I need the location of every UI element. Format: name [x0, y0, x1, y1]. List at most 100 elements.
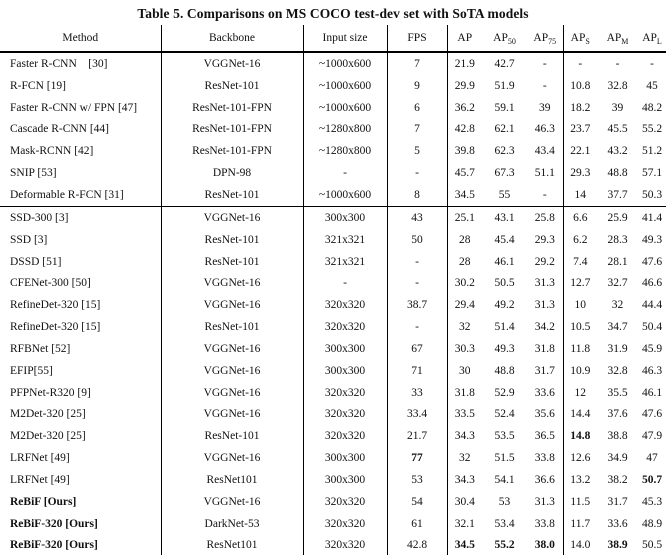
column-header-fps: FPS — [387, 25, 448, 53]
column-header-method: Method — [0, 25, 162, 53]
cell-ap50: 53.4 — [494, 517, 515, 530]
cell-input: 320x320 — [303, 381, 388, 404]
cell-apl: 45 — [646, 79, 658, 92]
cell-ap: 28 — [459, 233, 471, 246]
cell-method: ReBiF-320 [Ours] — [0, 512, 162, 535]
cell-input: ~1000x600 — [303, 74, 388, 97]
cell-aps: 18.2 — [570, 101, 591, 114]
cell-input: 320x320 — [303, 316, 388, 338]
column-label-subscript: 75 — [548, 36, 557, 46]
cell-fps: 50 — [387, 228, 448, 251]
column-header-input: Input size — [303, 25, 388, 53]
cell-apl: 47.6 — [641, 408, 663, 421]
cell-aps: 14.8 — [570, 430, 591, 443]
cell-input: 300x300 — [303, 447, 388, 470]
cell-input: 300x300 — [303, 337, 388, 360]
cell-input: ~1280x800 — [303, 140, 388, 163]
cell-ap50: 49.2 — [494, 299, 515, 312]
cell-fps: 42.8 — [387, 534, 448, 555]
table-row: DSSD [51] ResNet-101 321x321-28 46.1 29.2 7.4… — [0, 250, 666, 273]
table-row: CFENet-300 [50] VGGNet-16- -30.2 50.5 31.3 12… — [0, 272, 666, 295]
cell-ap75: 31.3 — [527, 294, 564, 317]
cell-fps: 21.7 — [387, 425, 448, 448]
cell-ap75: 38.0 — [527, 534, 564, 555]
cell-fps: 53 — [387, 469, 448, 491]
cell-ap: 34.3 — [454, 473, 475, 486]
cell-apl: 47 — [646, 452, 658, 465]
cell-apm: 38.2 — [607, 473, 628, 486]
cell-ap50: 52.4 — [494, 408, 515, 421]
column-label: AP — [533, 32, 549, 44]
cell-apm: 33.6 — [607, 517, 628, 530]
table-row: R-FCN [19] ResNet-101 ~1000x600 9 29.9 51.9-1… — [0, 74, 666, 97]
column-label: AP — [493, 32, 508, 44]
cell-ap75: 25.8 — [527, 206, 564, 229]
column-label: FPS — [407, 32, 427, 44]
cell-backbone: VGGNet-16 — [161, 381, 304, 404]
cell-ap50: 51.4 — [494, 321, 515, 334]
cell-method: DSSD [51] — [0, 250, 162, 273]
cell-apl: 46.6 — [641, 277, 663, 290]
cell-backbone: ResNet-101-FPN — [161, 118, 304, 141]
cell-input: 300x300 — [303, 469, 388, 491]
cell-ap: 32 — [459, 321, 471, 334]
column-header-ap50: AP50 — [482, 25, 527, 53]
cell-fps: 54 — [387, 490, 448, 513]
table-row: SSD [3] ResNet-101 321x321 50 28 45.4 29.3 6.2 2… — [0, 228, 666, 251]
cell-ap50: 51.5 — [494, 452, 515, 465]
cell-ap75: 33.6 — [527, 381, 564, 404]
results-table: Method Backbone Input size FPS AP AP50 AP75 APS… — [0, 25, 666, 555]
cell-aps: 10.5 — [570, 321, 591, 334]
cell-ap: 39.8 — [454, 145, 475, 158]
cell-method: ReBiF-320 [Ours] — [0, 534, 162, 555]
cell-aps: 6.2 — [573, 233, 588, 246]
table-row: SNIP [53] DPN-98- -45.7 67.3 51.1 29.3 48.8 57.… — [0, 162, 666, 185]
cell-input: ~1000x600 — [303, 96, 388, 119]
cell-ap: 34.5 — [447, 534, 482, 555]
cell-aps: 12 — [574, 386, 587, 399]
table-row: Deformable R-FCN [31] ResNet-101 ~1000x600… — [0, 184, 666, 207]
cell-backbone: DarkNet-53 — [161, 512, 304, 535]
cell-input: 320x320 — [303, 490, 388, 513]
cell-fps: 67 — [387, 337, 448, 360]
cell-apm: - — [615, 57, 620, 70]
cell-ap75: 35.6 — [527, 403, 564, 426]
cell-ap: 30 — [459, 364, 471, 377]
cell-backbone: VGGNet-16 — [161, 272, 304, 295]
cell-method: ReBiF [Ours] — [0, 490, 162, 513]
cell-apl: 50.4 — [641, 321, 663, 334]
cell-ap75: 43.4 — [527, 140, 564, 163]
table-row: RFBNet [52] VGGNet-16 300x300 67 30.3 49.3 31.… — [0, 337, 666, 360]
cell-method: Faster R-CNN [30] — [0, 52, 162, 75]
cell-fps: 38.7 — [387, 294, 448, 317]
cell-ap50: 67.3 — [494, 167, 515, 180]
cell-apm: 32.8 — [607, 364, 628, 377]
cell-backbone: ResNet-101-FPN — [161, 140, 304, 163]
cell-ap50: 46.1 — [494, 255, 515, 268]
cell-fps: - — [387, 162, 448, 185]
cell-aps: 14.0 — [563, 534, 597, 555]
cell-input: - — [303, 162, 388, 185]
column-label: AP — [606, 32, 622, 44]
column-label: Input size — [322, 32, 368, 44]
cell-ap75: 33.8 — [527, 447, 564, 470]
column-label: AP — [457, 32, 473, 44]
cell-fps: 77 — [387, 447, 448, 470]
cell-ap50: 52.9 — [494, 386, 515, 399]
cell-ap50: 53.5 — [494, 430, 515, 443]
table-row: Cascade R-CNN [44] ResNet-101-FPN ~1280x80… — [0, 118, 666, 141]
cell-backbone: ResNet-101-FPN — [161, 96, 304, 119]
cell-method: LRFNet [49] — [0, 469, 162, 491]
cell-aps: 29.3 — [570, 167, 591, 180]
cell-fps: 33 — [387, 381, 448, 404]
cell-ap: 45.7 — [454, 167, 475, 180]
cell-ap: 36.2 — [454, 101, 475, 114]
cell-method: Cascade R-CNN [44] — [0, 118, 162, 141]
cell-ap: 42.8 — [454, 123, 475, 136]
cell-apm: 28.1 — [607, 255, 628, 268]
cell-ap75: - — [527, 74, 564, 97]
cell-apl: - — [650, 57, 654, 70]
cell-ap50: 42.7 — [494, 57, 515, 70]
table-row: SSD-300 [3] VGGNet-16 300x300 43 25.1 43.1 25.… — [0, 206, 666, 229]
